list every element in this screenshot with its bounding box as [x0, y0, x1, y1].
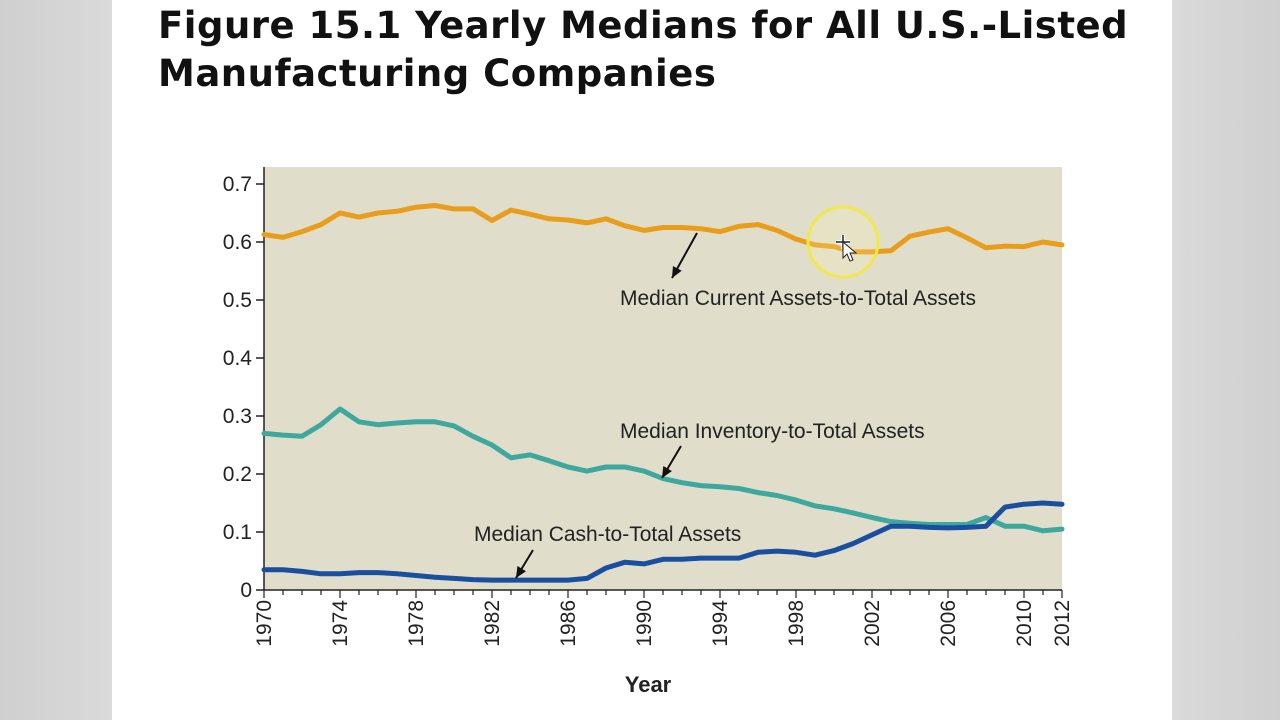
x-tick-label: 2002	[861, 600, 884, 647]
series-layer	[261, 203, 1065, 583]
y-tick-label: 0.3	[223, 405, 252, 428]
y-tick-label: 0.4	[223, 347, 253, 370]
x-axis-title: Year	[625, 672, 672, 697]
annotation-label: Median Cash-to-Total Assets	[474, 523, 741, 546]
y-tick-label: 0.5	[223, 289, 252, 312]
y-axis-ticks: 0 0.1 0.2 0.3 0.4 0.5 0.6 0.7	[223, 173, 264, 602]
y-tick-label: 0.6	[223, 231, 252, 254]
series-line-0	[261, 203, 1065, 255]
x-tick-label: 1990	[633, 600, 656, 647]
cursor-highlight	[806, 205, 880, 279]
annotation-arrowhead	[516, 566, 526, 578]
x-tick-label: 1982	[481, 600, 504, 647]
x-tick-label: 1994	[709, 600, 732, 647]
x-tick-label: 2006	[937, 600, 960, 647]
x-tick-label: 2012	[1051, 600, 1074, 647]
y-tick-label: 0.1	[223, 521, 252, 544]
x-tick-label: 1998	[785, 600, 808, 647]
annotation-layer: Median Current Assets-to-Total Assets Med…	[474, 232, 976, 579]
annotation-arrowhead	[672, 265, 682, 278]
slide-title: Figure 15.1 Yearly Medians for All U.S.-…	[158, 4, 1129, 95]
series-line-2	[261, 500, 1065, 583]
x-tick-label: 2010	[1013, 600, 1036, 647]
x-tick-label: 1970	[253, 600, 276, 647]
move-cursor-icon	[836, 235, 858, 262]
x-tick-label: 1978	[405, 600, 428, 647]
y-tick-label: 0.7	[223, 173, 252, 196]
x-axis-ticks: 1970 1974 1978 1982 1986 1990 1994 1998 2002 2006…	[253, 590, 1074, 647]
annotation-label: Median Inventory-to-Total Assets	[620, 420, 925, 443]
plot-area	[264, 167, 1062, 590]
annotation-arrowhead	[662, 465, 672, 478]
presentation-background-left	[0, 0, 112, 720]
y-tick-label: 0	[240, 579, 252, 602]
annotation-label: Median Current Assets-to-Total Assets	[620, 287, 976, 310]
x-tick-label: 1974	[329, 600, 352, 647]
x-tick-label: 1986	[557, 600, 580, 647]
y-tick-label: 0.2	[223, 463, 252, 486]
presentation-background-right	[1172, 0, 1280, 720]
series-line-1	[261, 406, 1065, 534]
